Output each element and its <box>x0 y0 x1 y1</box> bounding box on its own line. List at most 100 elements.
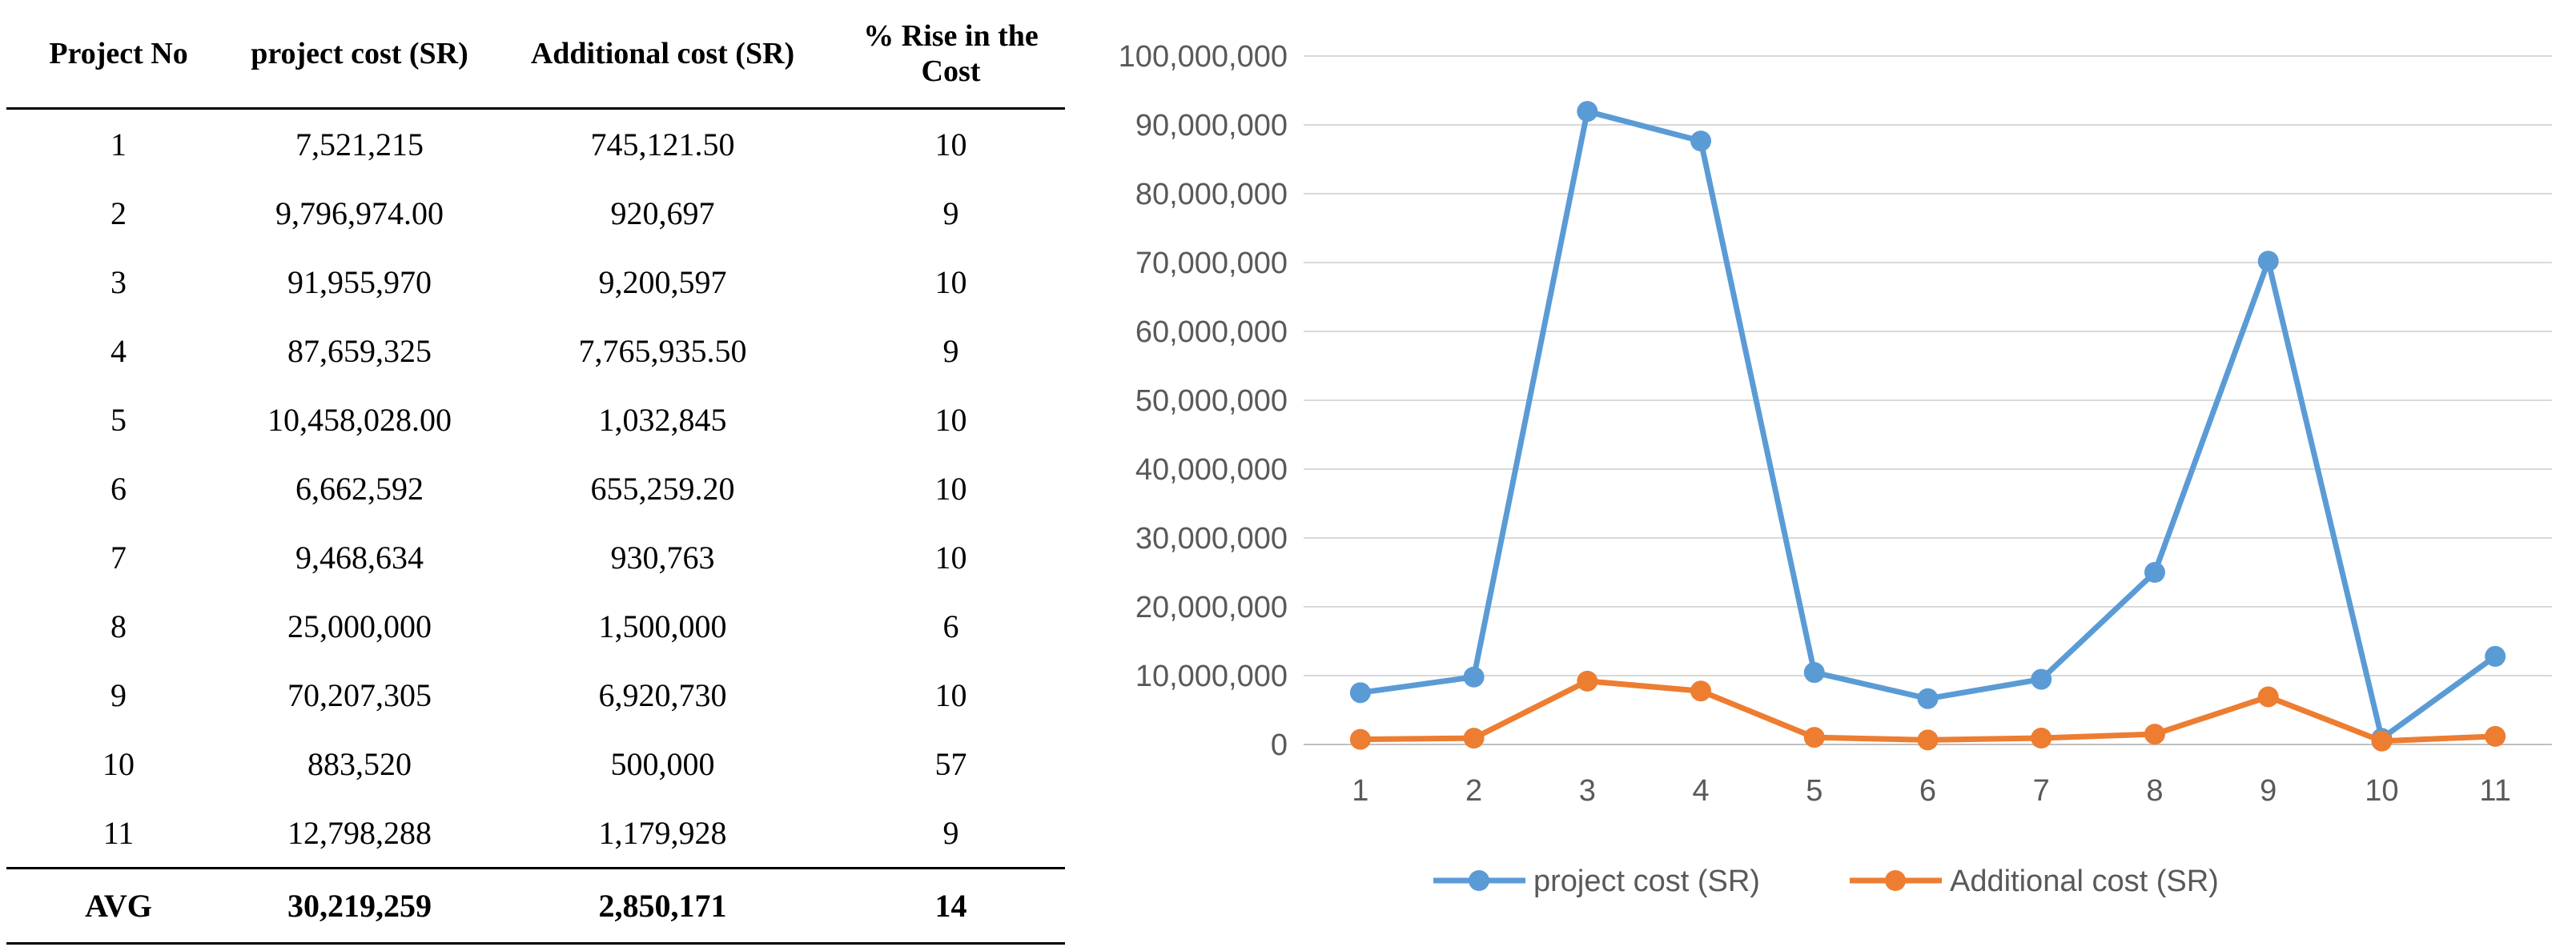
cell-project-cost: 9,796,974.00 <box>275 195 444 231</box>
table-row: 11 12,798,288 1,179,928 9 <box>6 798 1065 869</box>
series-additional-cost <box>1349 670 2506 752</box>
data-point <box>2031 727 2052 748</box>
data-point <box>1917 688 1939 709</box>
y-tick-label: 60,000,000 <box>1135 315 1288 349</box>
cell-project-no: 11 <box>102 814 135 851</box>
table-row: 5 10,458,028.00 1,032,845 10 <box>6 385 1065 454</box>
cell-additional-cost: 745,121.50 <box>590 126 735 163</box>
line-chart-container: 0 10,000,000 20,000,000 30,000,000 40,000,00… <box>1073 0 2576 951</box>
cell-additional-cost: 655,259.20 <box>590 470 735 507</box>
cell-rise-percent: 9 <box>942 195 959 231</box>
cell-project-cost: 25,000,000 <box>287 608 432 644</box>
cell-additional-cost: 1,179,928 <box>598 814 727 851</box>
header-additional-cost: Additional cost (SR) <box>530 37 795 70</box>
cell-project-cost: 7,521,215 <box>295 126 424 163</box>
cell-project-no: 10 <box>102 745 135 782</box>
legend-label: project cost (SR) <box>1533 865 1760 898</box>
data-point <box>2144 724 2165 745</box>
table-row: 6 6,662,592 655,259.20 10 <box>6 454 1065 523</box>
cell-project-cost: 9,468,634 <box>295 539 424 576</box>
legend-label: Additional cost (SR) <box>1950 865 2219 898</box>
cell-project-no: 6 <box>111 470 127 507</box>
cell-rise-percent: 57 <box>934 745 967 782</box>
y-tick-label: 80,000,000 <box>1135 178 1288 211</box>
data-point <box>2031 668 2052 690</box>
data-point <box>1463 666 1485 688</box>
y-tick-label: 70,000,000 <box>1135 247 1288 280</box>
cell-project-cost: 91,955,970 <box>287 263 432 300</box>
series-line <box>1357 108 2498 741</box>
x-axis-ticks: 1 2 3 4 5 6 7 8 9 10 11 <box>1352 774 2511 808</box>
cell-additional-cost: 1,032,845 <box>598 401 727 438</box>
cell-additional-cost: 930,763 <box>610 539 715 576</box>
line-chart: 0 10,000,000 20,000,000 30,000,000 40,000,00… <box>1119 40 2552 898</box>
y-axis-ticks: 0 10,000,000 20,000,000 30,000,000 40,000,00… <box>1119 40 1288 762</box>
x-tick-label: 10 <box>2365 774 2398 808</box>
data-point <box>2371 730 2393 752</box>
data-point <box>1803 662 1825 684</box>
cell-project-no: 1 <box>111 126 127 163</box>
cell-project-cost: 10,458,028.00 <box>267 401 452 438</box>
cell-rise-percent: 10 <box>934 539 967 576</box>
cell-additional-cost: 9,200,597 <box>598 263 727 300</box>
legend-item: project cost (SR) <box>1433 865 1760 898</box>
data-point <box>2144 562 2165 583</box>
cell-rise-percent: 10 <box>934 676 967 713</box>
data-point <box>2257 251 2279 272</box>
x-tick-label: 4 <box>1692 774 1709 808</box>
data-point <box>1917 729 1939 751</box>
cell-additional-cost: 1,500,000 <box>598 608 727 644</box>
x-tick-label: 7 <box>2033 774 2050 808</box>
x-tick-label: 1 <box>1352 774 1368 808</box>
cost-table: Project No project cost (SR) Additional … <box>6 0 1065 945</box>
cell-rise-percent: 9 <box>942 332 959 369</box>
table-footer-row: AVG 30,219,259 2,850,171 14 <box>6 868 1065 944</box>
footer-avg-additional-cost: 2,850,171 <box>598 888 727 924</box>
table-row: 2 9,796,974.00 920,697 9 <box>6 179 1065 247</box>
header-project-cost: project cost (SR) <box>251 37 468 70</box>
y-tick-label: 0 <box>1271 728 1288 762</box>
data-point <box>1349 728 1371 750</box>
cell-project-no: 8 <box>111 608 127 644</box>
cell-rise-percent: 10 <box>934 126 967 163</box>
table-row: 7 9,468,634 930,763 10 <box>6 523 1065 592</box>
data-point <box>1577 670 1598 692</box>
x-tick-label: 2 <box>1465 774 1482 808</box>
footer-avg-rise: 14 <box>934 888 967 924</box>
table-body: 1 7,521,215 745,121.50 10 2 9,796,974.00 920,6… <box>6 109 1065 869</box>
table-row: 9 70,207,305 6,920,730 10 <box>6 660 1065 729</box>
x-tick-label: 6 <box>1919 774 1936 808</box>
header-rise-percent: % Rise in the Cost <box>863 19 1039 88</box>
cell-additional-cost: 500,000 <box>610 745 715 782</box>
chart-grid <box>1304 55 2552 745</box>
cell-rise-percent: 10 <box>934 263 967 300</box>
legend-swatch-marker <box>1885 870 1906 891</box>
data-point <box>1349 682 1371 704</box>
cell-project-cost: 70,207,305 <box>287 676 432 713</box>
table-header-row: Project No project cost (SR) Additional … <box>6 0 1065 109</box>
x-tick-label: 5 <box>1806 774 1822 808</box>
chart-series <box>1349 101 2506 752</box>
data-point <box>1690 680 1712 702</box>
footer-label: AVG <box>85 888 152 924</box>
legend-swatch-marker <box>1469 870 1489 891</box>
cell-project-no: 4 <box>111 332 127 369</box>
cell-project-no: 3 <box>111 263 127 300</box>
table-row: 8 25,000,000 1,500,000 6 <box>6 592 1065 660</box>
data-point <box>1463 728 1485 749</box>
data-point <box>1577 101 1598 122</box>
y-tick-label: 20,000,000 <box>1135 591 1288 624</box>
y-tick-label: 10,000,000 <box>1135 660 1288 693</box>
legend-item: Additional cost (SR) <box>1850 865 2219 898</box>
y-tick-label: 90,000,000 <box>1135 109 1288 142</box>
cell-project-cost: 6,662,592 <box>295 470 424 507</box>
cell-additional-cost: 6,920,730 <box>598 676 727 713</box>
cell-project-cost: 87,659,325 <box>287 332 432 369</box>
cost-table-container: Project No project cost (SR) Additional … <box>6 0 1065 951</box>
data-point <box>2485 645 2506 667</box>
y-tick-label: 100,000,000 <box>1119 40 1288 74</box>
cell-project-cost: 12,798,288 <box>287 814 432 851</box>
cell-project-no: 7 <box>111 539 127 576</box>
x-tick-label: 9 <box>2260 774 2277 808</box>
data-point <box>2485 725 2506 747</box>
